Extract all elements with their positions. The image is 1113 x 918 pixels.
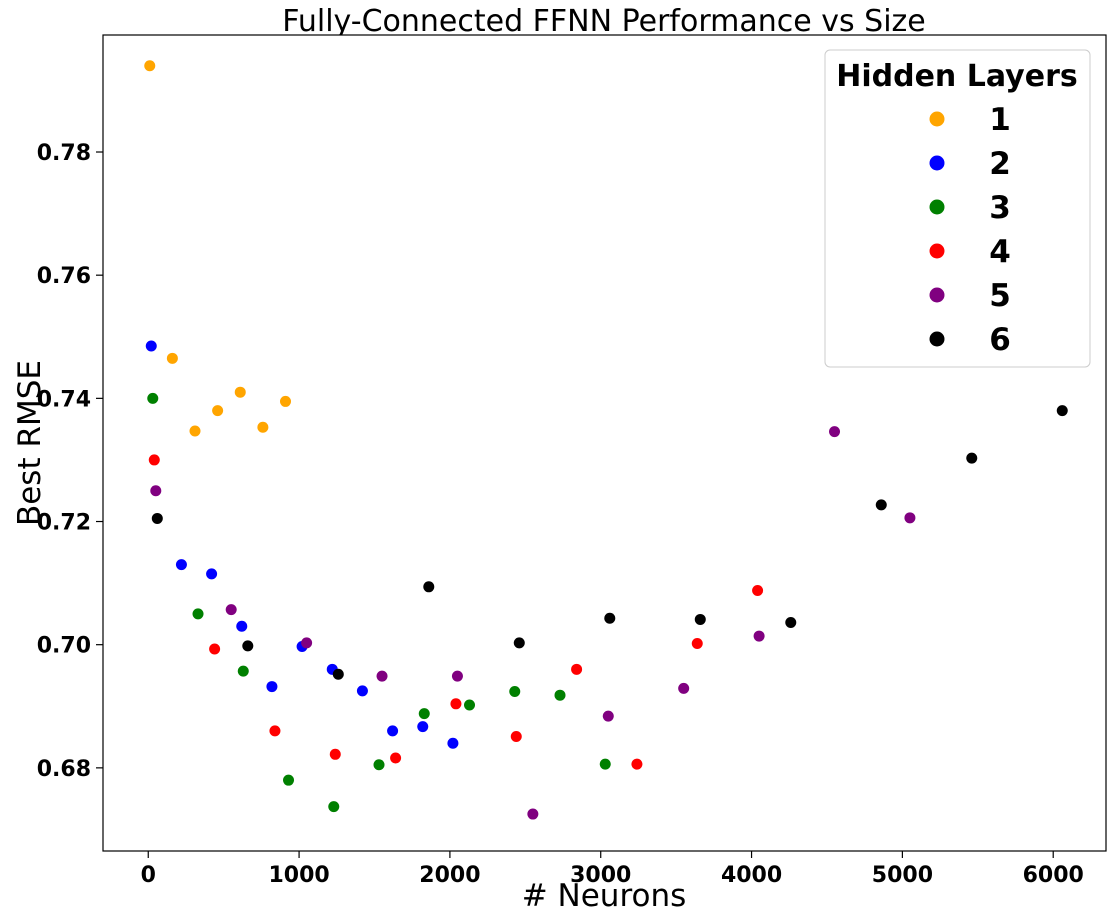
x-tick-label: 0 [141, 863, 156, 888]
data-point-layers-1 [280, 395, 292, 407]
legend-label-1: 1 [989, 102, 1011, 138]
y-tick-label: 0.68 [37, 757, 91, 782]
data-point-layers-4 [571, 663, 583, 675]
data-point-layers-5 [150, 485, 162, 497]
data-point-layers-3 [554, 689, 566, 701]
data-point-layers-2 [447, 737, 459, 749]
data-point-layers-2 [266, 681, 278, 693]
data-point-layers-4 [269, 725, 281, 737]
data-point-layers-5 [376, 670, 388, 682]
data-point-layers-3 [599, 758, 611, 770]
data-point-layers-4 [148, 454, 160, 466]
data-point-layers-1 [189, 425, 201, 437]
data-point-layers-6 [966, 452, 978, 464]
legend-label-4: 4 [989, 234, 1011, 270]
legend-marker-6 [929, 331, 945, 347]
data-point-layers-3 [192, 608, 204, 620]
data-point-layers-5 [527, 808, 539, 820]
data-point-layers-4 [752, 584, 764, 596]
y-axis-label: Best RMSE [12, 360, 48, 526]
data-point-layers-3 [328, 801, 340, 813]
data-point-layers-5 [829, 426, 841, 438]
y-tick-label: 0.78 [37, 141, 91, 166]
data-point-layers-5 [451, 670, 463, 682]
data-point-layers-1 [212, 405, 224, 417]
data-point-layers-6 [1056, 405, 1068, 417]
data-point-layers-5 [225, 604, 237, 616]
data-points [144, 60, 1068, 820]
legend-title: Hidden Layers [836, 59, 1077, 94]
data-point-layers-4 [631, 758, 643, 770]
data-point-layers-5 [753, 630, 765, 642]
legend-marker-1 [929, 111, 945, 127]
data-point-layers-3 [283, 774, 295, 786]
data-point-layers-6 [875, 499, 887, 511]
legend-label-5: 5 [989, 278, 1011, 314]
data-point-layers-1 [144, 60, 156, 72]
data-point-layers-4 [209, 643, 221, 655]
y-tick-label: 0.70 [37, 634, 91, 659]
data-point-layers-2 [387, 725, 399, 737]
x-axis-label: # Neurons [522, 878, 687, 914]
data-point-layers-6 [332, 668, 344, 680]
y-tick-label: 0.74 [37, 387, 91, 412]
data-point-layers-6 [242, 640, 254, 652]
data-point-layers-5 [904, 512, 916, 524]
data-point-layers-1 [234, 386, 246, 398]
data-point-layers-4 [691, 637, 703, 649]
x-tick-label: 2000 [419, 863, 480, 888]
y-tick-label: 0.72 [37, 511, 91, 536]
legend-marker-4 [929, 243, 945, 259]
legend-items: 1 2 3 4 5 6 [929, 102, 1011, 358]
x-tick-label: 4000 [721, 863, 782, 888]
data-point-layers-6 [513, 637, 525, 649]
data-point-layers-6 [604, 612, 616, 624]
legend-marker-2 [929, 155, 945, 171]
data-point-layers-3 [147, 392, 159, 404]
x-tick-label: 6000 [1023, 863, 1084, 888]
legend-label-2: 2 [989, 146, 1011, 182]
legend-label-3: 3 [989, 190, 1011, 226]
data-point-layers-2 [417, 721, 429, 733]
data-point-layers-3 [509, 685, 521, 697]
x-tick-label: 5000 [872, 863, 933, 888]
data-point-layers-6 [151, 512, 163, 524]
data-point-layers-5 [301, 637, 313, 649]
data-point-layers-4 [510, 730, 522, 742]
data-point-layers-2 [236, 620, 248, 632]
data-point-layers-2 [175, 559, 187, 571]
legend-marker-3 [929, 199, 945, 215]
data-point-layers-3 [373, 759, 385, 771]
data-point-layers-6 [423, 581, 435, 593]
y-tick-label: 0.76 [37, 264, 91, 289]
data-point-layers-6 [785, 617, 797, 629]
data-point-layers-5 [602, 710, 614, 722]
legend-box [824, 49, 1091, 368]
legend: Hidden Layers 1 2 3 4 5 6 [824, 49, 1091, 368]
data-point-layers-6 [694, 613, 706, 625]
data-point-layers-1 [166, 352, 178, 364]
legend-label-6: 6 [989, 322, 1011, 358]
data-point-layers-1 [257, 421, 269, 433]
data-point-layers-3 [418, 708, 430, 720]
data-point-layers-2 [356, 685, 368, 697]
data-point-layers-3 [464, 699, 476, 711]
data-point-layers-3 [237, 665, 249, 677]
data-point-layers-5 [678, 682, 690, 694]
legend-marker-5 [929, 287, 945, 303]
y-axis: 0.68 0.70 0.72 0.74 0.76 0.78 [37, 141, 103, 782]
x-tick-label: 3000 [570, 863, 631, 888]
data-point-layers-4 [329, 748, 341, 760]
data-point-layers-4 [390, 752, 402, 764]
data-point-layers-4 [450, 698, 462, 710]
x-axis: 0 1000 2000 3000 4000 5000 6000 [141, 851, 1084, 888]
data-point-layers-2 [145, 340, 157, 352]
x-tick-label: 1000 [268, 863, 329, 888]
chart-title: Fully-Connected FFNN Performance vs Size [282, 4, 926, 39]
data-point-layers-2 [206, 568, 218, 580]
